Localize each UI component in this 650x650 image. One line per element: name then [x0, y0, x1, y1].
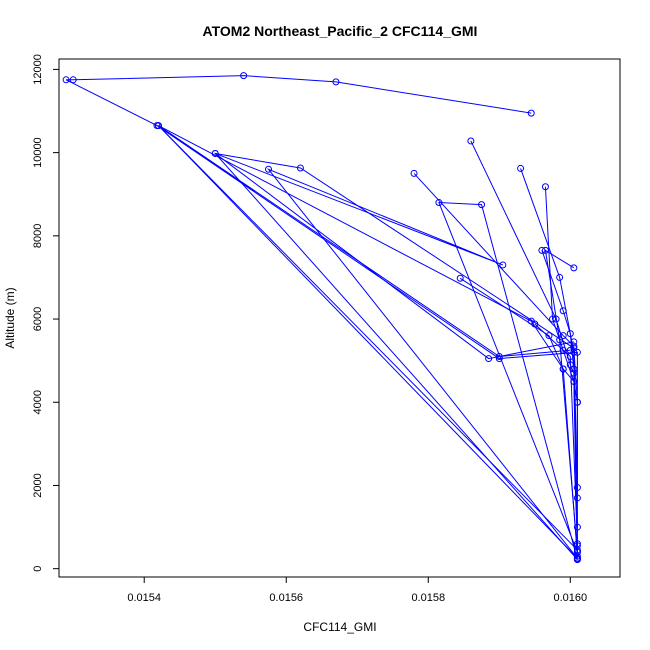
series-layer	[62, 72, 581, 564]
x-tick-label: 0.0160	[553, 592, 587, 604]
series-line	[214, 152, 578, 559]
x-tick-label: 0.0158	[411, 592, 445, 604]
data-point	[485, 355, 493, 363]
data-point	[559, 307, 567, 315]
series-line	[544, 249, 578, 553]
data-point	[410, 169, 418, 177]
y-tick-label: 12000	[32, 54, 44, 85]
series-line	[158, 125, 578, 559]
data-point	[435, 199, 443, 207]
data-point	[332, 78, 340, 86]
data-point	[538, 246, 546, 254]
data-point	[556, 336, 564, 344]
data-point	[211, 149, 219, 157]
series-line	[520, 168, 578, 528]
series-line	[438, 202, 578, 560]
x-tick-label: 0.0156	[269, 592, 303, 604]
data-point	[467, 137, 475, 145]
series-6	[410, 169, 581, 492]
data-point	[154, 122, 162, 130]
data-point	[296, 164, 304, 172]
data-point	[573, 552, 581, 560]
chart-title: ATOM2 Northeast_Pacific_2 CFC114_GMI	[203, 23, 478, 39]
data-point	[573, 494, 581, 502]
data-point	[527, 109, 535, 117]
series-5	[435, 199, 581, 564]
x-axis-label: CFC114_GMI	[303, 620, 376, 634]
data-point	[240, 72, 248, 80]
series-12	[456, 274, 581, 560]
y-tick-label: 6000	[32, 307, 44, 331]
data-point	[566, 330, 574, 338]
y-tick-label: 4000	[32, 390, 44, 414]
series-10	[538, 246, 578, 373]
data-point	[517, 164, 525, 172]
series-7	[467, 137, 581, 550]
data-point	[62, 76, 70, 84]
y-tick-label: 2000	[32, 473, 44, 497]
series-13	[531, 320, 581, 548]
series-line	[413, 173, 578, 488]
data-point	[573, 523, 581, 531]
series-2	[154, 122, 581, 562]
data-point	[559, 346, 567, 354]
series-line	[544, 186, 578, 559]
y-tick-label: 8000	[32, 224, 44, 248]
data-point	[556, 273, 564, 281]
data-point	[570, 348, 578, 356]
y-tick-label: 10000	[32, 137, 44, 168]
data-point	[541, 183, 549, 191]
data-point	[559, 332, 567, 340]
data-point	[566, 352, 574, 360]
data-point	[456, 274, 464, 282]
series-11	[541, 246, 581, 556]
data-point	[570, 264, 578, 272]
x-axis: 0.0154 0.0156 0.0158 0.0160	[127, 577, 587, 604]
data-point	[69, 76, 77, 84]
series-line	[534, 323, 578, 544]
y-axis-label: Altitude (m)	[3, 287, 17, 348]
x-tick-label: 0.0154	[127, 592, 161, 604]
data-point	[478, 201, 486, 209]
series-line	[541, 250, 575, 370]
data-point	[499, 261, 507, 269]
data-point	[573, 540, 581, 548]
data-point	[573, 484, 581, 492]
data-point	[495, 352, 503, 360]
data-point	[541, 246, 549, 254]
y-tick-label: 0	[32, 566, 44, 572]
y-axis: 0 2000 4000 6000 8000 10000 12000	[32, 54, 59, 572]
series-8	[517, 164, 581, 531]
data-point	[549, 315, 557, 323]
series-line	[65, 75, 578, 552]
data-point	[264, 165, 272, 173]
series-line	[459, 277, 578, 557]
plot-frame	[58, 58, 621, 578]
series-line	[470, 140, 578, 546]
data-point	[531, 320, 539, 328]
data-point	[545, 332, 553, 340]
data-point	[559, 365, 567, 373]
